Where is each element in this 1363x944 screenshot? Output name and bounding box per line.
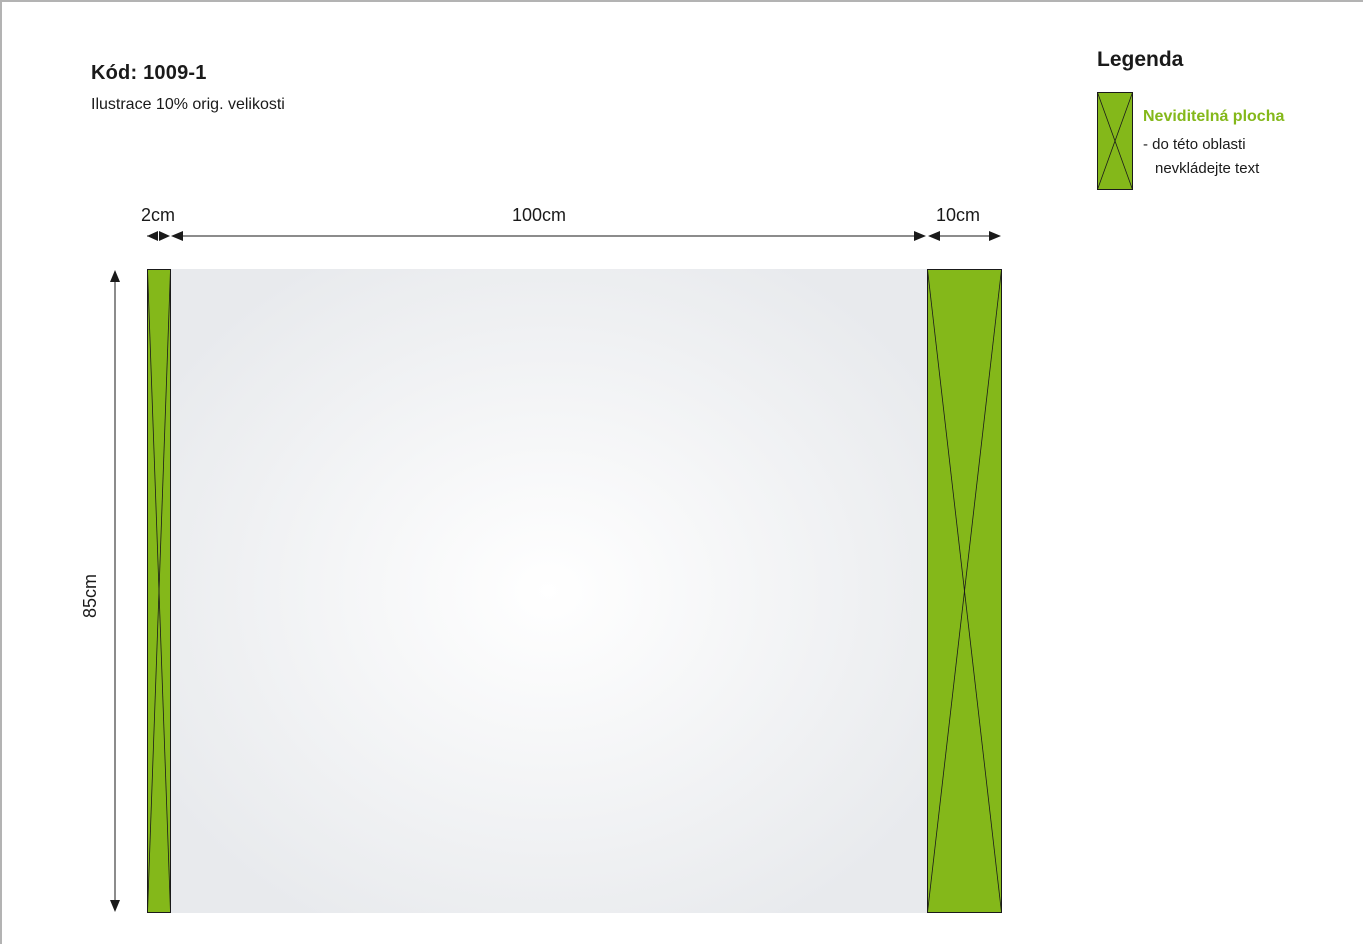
width-dimension-line <box>171 231 926 241</box>
left-margin-dimension-line <box>147 231 170 241</box>
right-margin-dimension-line <box>928 231 1001 241</box>
right-margin-label: 10cm <box>936 205 981 225</box>
height-label: 85cm <box>80 573 100 618</box>
code-title: Kód: 1009-1 <box>91 62 207 84</box>
width-label: 100cm <box>512 205 567 225</box>
visible-print-area <box>170 269 927 913</box>
legend-item-name: Neviditelná plocha <box>1143 108 1285 125</box>
invisible-area-swatch <box>1097 92 1133 190</box>
left-invisible-strip <box>147 269 171 913</box>
left-margin-label: 2cm <box>141 205 176 225</box>
legend-item-description-line2: nevkládejte text <box>1155 160 1260 177</box>
height-dimension-line <box>110 270 120 912</box>
legend-item-description-line1: - do této oblasti <box>1143 136 1246 153</box>
illustration-scale-note: Ilustrace 10% orig. velikosti <box>91 96 285 113</box>
right-invisible-strip <box>927 269 1002 913</box>
legend-title: Legenda <box>1097 48 1184 71</box>
